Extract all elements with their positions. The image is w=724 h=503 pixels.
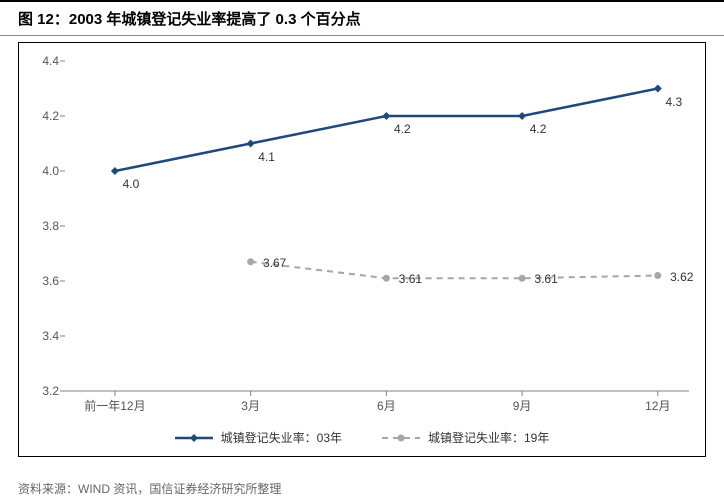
data-label: 3.61 xyxy=(399,272,422,286)
data-label: 4.0 xyxy=(123,177,140,191)
y-tick-label: 3.2 xyxy=(42,384,65,398)
legend-label: 城镇登记失业率：19年 xyxy=(428,429,549,446)
legend: 城镇登记失业率：03年 城镇登记失业率：19年 xyxy=(19,429,705,446)
chart-frame: 3.2 3.4 3.6 3.8 4.0 4.2 4.4 前一年12月 3月 6月 9月 12月 4.0 4… xyxy=(18,42,706,457)
legend-swatch xyxy=(175,431,213,445)
data-label: 3.67 xyxy=(263,256,286,270)
legend-label: 城镇登记失业率：03年 xyxy=(221,429,342,446)
y-tick-label: 3.6 xyxy=(42,274,65,288)
data-label: 4.2 xyxy=(394,122,411,136)
plot-svg xyxy=(65,61,689,391)
figure-title: 图 12：2003 年城镇登记失业率提高了 0.3 个百分点 xyxy=(0,2,724,36)
data-label: 4.2 xyxy=(530,122,547,136)
legend-item: 城镇登记失业率：19年 xyxy=(382,429,549,446)
y-tick-label: 3.4 xyxy=(42,329,65,343)
data-label: 4.1 xyxy=(258,150,275,164)
x-tick-label: 6月 xyxy=(377,391,396,414)
y-tick-label: 4.0 xyxy=(42,164,65,178)
legend-swatch xyxy=(382,431,420,445)
source-note: 资料来源：WIND 资讯，国信证券经济研究所整理 xyxy=(18,480,281,497)
data-label: 4.3 xyxy=(665,95,682,109)
legend-item: 城镇登记失业率：03年 xyxy=(175,429,342,446)
y-tick-label: 4.4 xyxy=(42,54,65,68)
y-tick-label: 4.2 xyxy=(42,109,65,123)
x-tick-label: 前一年12月 xyxy=(84,391,145,414)
data-label: 3.61 xyxy=(534,272,557,286)
x-tick-label: 3月 xyxy=(241,391,260,414)
figure-container: 图 12：2003 年城镇登记失业率提高了 0.3 个百分点 3.2 3.4 3.6… xyxy=(0,0,724,503)
x-tick-label: 12月 xyxy=(645,391,670,414)
data-label: 3.62 xyxy=(670,270,693,284)
y-tick-label: 3.8 xyxy=(42,219,65,233)
x-tick-label: 9月 xyxy=(513,391,532,414)
plot-area: 3.23.43.63.84.04.24.4前一年12月3月6月9月12月4.04… xyxy=(65,61,689,391)
